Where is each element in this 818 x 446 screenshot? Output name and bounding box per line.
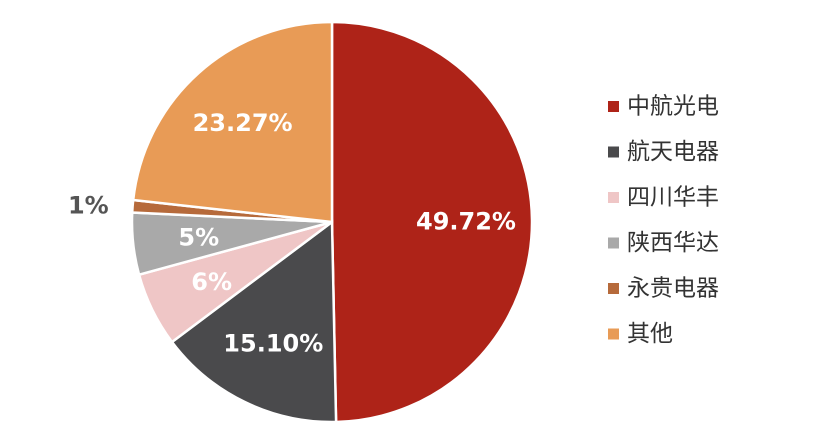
legend-label: 其他 (627, 321, 673, 347)
data-label: 1% (68, 191, 109, 219)
data-label: 15.10% (223, 329, 323, 357)
data-label: 49.72% (416, 208, 516, 236)
data-label: 23.27% (193, 109, 293, 137)
legend-label: 陕西华达 (627, 230, 719, 256)
legend-swatch (608, 283, 619, 294)
pie-slice (170, 219, 338, 424)
legend-label: 四川华丰 (627, 185, 719, 211)
legend-swatch (608, 101, 619, 112)
legend-label: 航天电器 (627, 139, 719, 165)
legend-swatch (608, 237, 619, 249)
pie-slice (330, 20, 534, 424)
legend-swatch (608, 146, 619, 158)
legend-label: 中航光电 (627, 94, 719, 120)
data-label: 6% (191, 268, 232, 296)
pie-slice (131, 20, 334, 224)
legend-swatch (608, 328, 619, 340)
legend-swatch (608, 192, 619, 203)
data-label: 5% (178, 224, 219, 252)
legend-label: 永贵电器 (627, 276, 719, 302)
